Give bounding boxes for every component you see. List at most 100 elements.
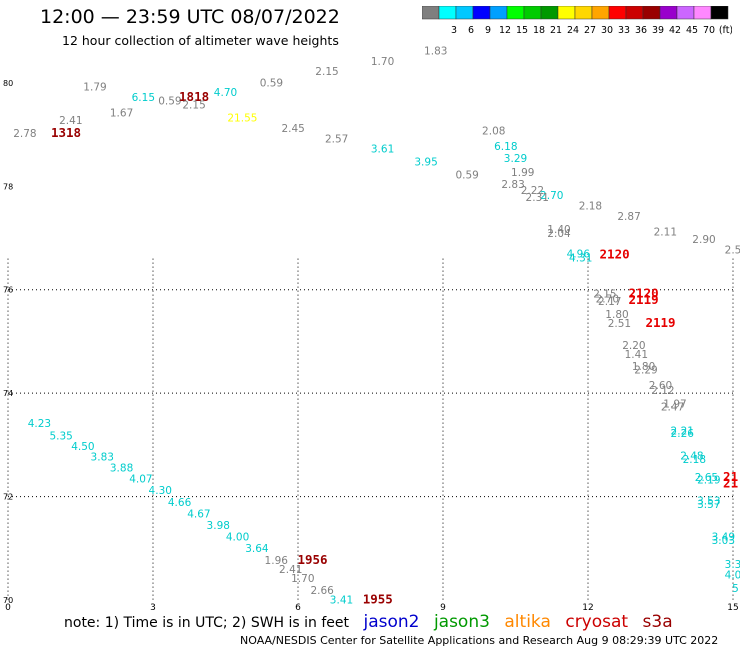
wave-height-label: 1.97	[663, 399, 686, 411]
legend-label: 36	[635, 25, 647, 36]
x-tick-label: 12	[582, 603, 593, 613]
wave-height-label: 21.55	[227, 113, 257, 125]
legend-label: 15	[516, 25, 528, 36]
wave-height-label: 1.67	[110, 107, 133, 119]
legend-label: (ft)	[719, 25, 732, 36]
wave-height-label: 2.15	[315, 66, 338, 78]
wave-height-label: 2.48	[680, 450, 703, 462]
wave-height-label: 2.21	[671, 426, 694, 438]
wave-height-label: 1.40	[547, 224, 570, 236]
wave-height-label: 4.96	[567, 249, 591, 261]
wave-height-label: 1.80	[605, 309, 628, 321]
wave-height-label: 2.70	[596, 294, 619, 306]
wave-height-label: 2.5	[725, 245, 740, 257]
wave-height-label: 2.29	[634, 364, 657, 376]
x-tick-label: 15	[727, 603, 738, 613]
wave-height-label: 4.50	[71, 441, 94, 453]
wave-height-label: 5	[732, 583, 739, 595]
y-tick-label: 76	[3, 286, 13, 295]
wave-height-label: 3.64	[245, 543, 269, 555]
pass-time-label: 1956	[297, 552, 327, 567]
wave-height-label: 2.31	[526, 192, 549, 204]
wave-height-label: 2.19	[697, 475, 720, 487]
wave-height-label: 1.70	[291, 573, 314, 585]
wave-height-label: 2.45	[281, 123, 304, 135]
legend-label: 18	[533, 25, 545, 36]
color-legend: 3 6 9 12 15 18 21 24 27 30 33 36 39 42 45 70 (ft)	[422, 6, 732, 36]
wave-height-label: 4.30	[149, 485, 172, 497]
pass-time-label: 2120	[600, 247, 630, 262]
legend-label: 30	[601, 25, 613, 36]
wave-height-label: 2.12	[651, 385, 674, 397]
wave-height-label: 2.22	[521, 185, 544, 197]
y-tick-label: 80	[3, 79, 13, 88]
pass-time-label: 2119	[645, 315, 675, 330]
legend-altika: altika	[504, 612, 551, 632]
wave-height-label: 2.15	[182, 100, 205, 112]
wave-height-label: 3.88	[110, 463, 133, 475]
wave-height-label: 4.23	[28, 418, 51, 430]
wave-height-label: 2.41	[279, 564, 302, 576]
wave-height-label: 3.41	[330, 595, 353, 607]
legend-cryosat: cryosat	[565, 612, 629, 632]
wave-height-label: 2.65	[695, 472, 718, 484]
legend-label: 6	[468, 25, 474, 36]
x-tick-label: 3	[150, 603, 156, 613]
wave-height-label: 1.41	[625, 349, 648, 361]
footnote: note: 1) Time is in UTC; 2) SWH is in fe…	[64, 612, 673, 632]
wave-height-label: 2.04	[547, 228, 571, 240]
pass-time-label: 1955	[363, 592, 393, 607]
legend-label: 70	[703, 25, 715, 36]
y-tick-label: 78	[3, 182, 13, 191]
note-text: note: 1) Time is in UTC; 2) SWH is in fe…	[64, 615, 350, 631]
legend-swatch	[710, 6, 729, 20]
chart-subtitle: 12 hour collection of altimeter wave hei…	[62, 33, 339, 48]
wave-height-label: 2.11	[654, 226, 677, 238]
legend-label: 21	[550, 25, 562, 36]
wave-height-label: 2.18	[683, 454, 706, 466]
wave-height-label: 2.15	[593, 288, 616, 300]
wave-height-label: 3.61	[371, 144, 394, 156]
wave-height-label: 6.15	[132, 92, 155, 104]
wave-height-label: 2.20	[622, 340, 645, 352]
wave-height-label: 2.17	[598, 296, 621, 308]
wave-height-label: 3.3	[725, 559, 740, 571]
legend-jason2: jason2	[363, 612, 420, 632]
chart-title: 12:00 — 23:59 UTC 08/07/2022	[40, 6, 340, 28]
wave-height-label: 1.80	[632, 361, 655, 373]
wave-height-label: 4.70	[214, 87, 237, 99]
wave-height-label: 2.51	[608, 318, 631, 330]
pass-time-label: 1818	[179, 89, 209, 104]
wave-height-label: 3.49	[712, 532, 735, 544]
pass-time-label: 2119	[629, 292, 659, 307]
wave-height-label: 2.83	[501, 179, 524, 191]
credit-footer: NOAA/NESDIS Center for Satellite Applica…	[240, 634, 719, 647]
wave-height-label: 2.78	[13, 128, 36, 140]
y-tick-label: 72	[3, 493, 13, 502]
wave-height-label: 0.59	[158, 96, 181, 108]
legend-label: 24	[567, 25, 579, 36]
wave-height-label: 3.98	[207, 520, 230, 532]
wave-height-label: 2.90	[692, 234, 715, 246]
wave-height-label: 2.57	[325, 133, 348, 145]
pass-time-label: 1318	[51, 125, 81, 140]
x-tick-label: 6	[295, 603, 301, 613]
wave-height-label: 2.18	[579, 201, 602, 213]
legend-label: 33	[618, 25, 630, 36]
wave-height-label: 5.35	[49, 431, 72, 443]
wave-height-label: 6.18	[494, 141, 517, 153]
wave-height-label: 3.83	[91, 451, 114, 463]
pass-time-label: 21	[723, 469, 738, 484]
wave-height-label: 3.95	[414, 157, 437, 169]
x-tick-label: 9	[440, 603, 446, 613]
wave-height-label: 2.70	[540, 190, 563, 202]
wave-height-label: 4.07	[129, 474, 152, 486]
legend-jason3: jason3	[433, 612, 490, 632]
legend-label: 9	[485, 25, 491, 36]
x-tick-label: 0	[5, 603, 11, 613]
wave-height-label: 4.00	[226, 532, 249, 544]
pass-time-label: 21	[723, 475, 738, 490]
wave-height-label: 0.59	[455, 170, 478, 182]
wave-height-label: 1.83	[424, 45, 447, 57]
